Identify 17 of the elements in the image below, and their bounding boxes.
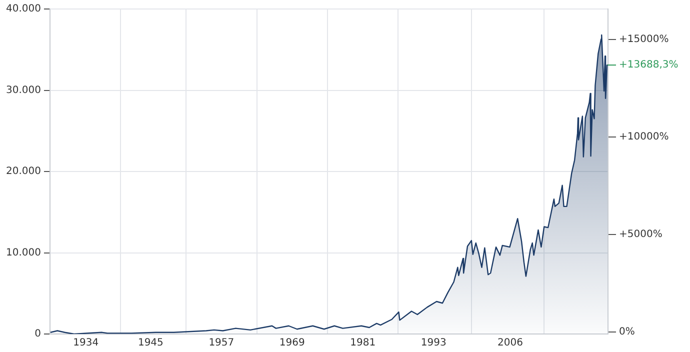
annotation: +13688,3% xyxy=(619,60,678,71)
x-tick-label: 2006 xyxy=(497,338,523,349)
y2-tick-label: 0% xyxy=(619,326,635,338)
y2-tick-label: +15000% xyxy=(619,34,669,46)
x-tick-label: 1945 xyxy=(138,338,164,349)
y-tick-label: 30.000 xyxy=(6,84,41,96)
y-tick-label: 40.000 xyxy=(6,4,41,15)
x-tick-label: 1957 xyxy=(208,338,234,349)
x-tick-label: 1993 xyxy=(420,338,446,349)
y-tick-label: 0 xyxy=(34,328,41,340)
y-tick-label: 10.000 xyxy=(6,247,41,258)
x-tick-label: 1969 xyxy=(279,338,305,349)
x-tick-label: 1981 xyxy=(350,338,376,349)
y2-tick-label: +10000% xyxy=(619,132,669,143)
y2-tick-label: +5000% xyxy=(619,229,662,240)
x-tick-label: 1934 xyxy=(73,338,99,349)
y-tick-label: 20.000 xyxy=(6,166,41,178)
